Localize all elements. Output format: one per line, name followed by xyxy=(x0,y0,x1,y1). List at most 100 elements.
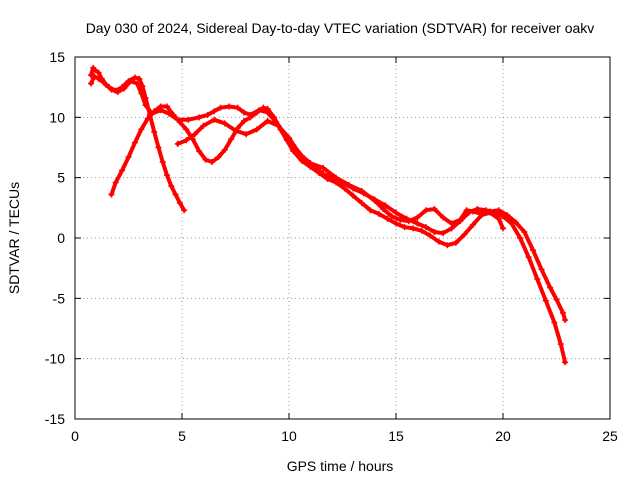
data-point xyxy=(138,126,145,133)
data-point xyxy=(562,317,569,324)
data-point xyxy=(418,227,425,234)
data-point xyxy=(328,174,335,181)
y-tick-label: -10 xyxy=(45,351,65,367)
x-tick-label: 25 xyxy=(602,428,618,444)
data-point xyxy=(202,156,209,163)
data-point xyxy=(422,224,429,231)
data-point xyxy=(393,209,399,216)
data-point xyxy=(264,105,271,112)
data-point xyxy=(196,148,203,155)
data-point xyxy=(131,74,138,81)
data-point xyxy=(393,220,399,227)
data-point xyxy=(164,172,171,179)
data-point xyxy=(174,140,181,147)
data-point xyxy=(211,116,218,123)
data-point xyxy=(142,102,149,109)
data-point xyxy=(112,179,119,186)
data-point xyxy=(508,220,515,227)
data-point xyxy=(247,114,254,121)
data-point xyxy=(311,163,318,170)
data-point xyxy=(101,80,108,87)
data-point xyxy=(241,117,248,124)
data-point xyxy=(401,224,408,231)
data-point xyxy=(95,69,102,76)
data-point xyxy=(211,108,218,115)
data-point xyxy=(448,225,455,232)
grid xyxy=(75,57,610,419)
data-point xyxy=(500,213,506,220)
data-point xyxy=(208,158,215,165)
data-point xyxy=(384,215,391,222)
data-point xyxy=(358,200,365,207)
x-tick-label: 20 xyxy=(495,428,511,444)
data-point xyxy=(232,127,239,134)
data-point xyxy=(371,196,378,203)
data-point xyxy=(504,212,511,219)
data-point xyxy=(380,206,387,213)
data-point xyxy=(134,80,141,87)
data-point xyxy=(538,266,545,273)
data-point xyxy=(215,154,222,161)
series-line-track-d xyxy=(175,117,568,365)
data-point xyxy=(157,103,164,110)
data-point xyxy=(435,238,442,245)
data-point xyxy=(388,213,395,220)
data-point xyxy=(108,191,115,198)
data-point xyxy=(414,220,421,227)
data-point xyxy=(500,225,506,232)
data-point xyxy=(474,206,481,213)
data-point xyxy=(431,228,438,235)
data-point xyxy=(181,207,188,214)
data-point xyxy=(403,215,410,222)
data-point xyxy=(557,341,564,348)
data-point xyxy=(191,131,198,138)
x-tick-label: 0 xyxy=(71,428,79,444)
data-point xyxy=(339,179,346,186)
data-point xyxy=(294,148,301,155)
data-point xyxy=(440,230,447,237)
data-point xyxy=(164,103,171,110)
data-point xyxy=(422,207,429,214)
data-point xyxy=(139,82,146,89)
data-point xyxy=(551,319,558,326)
data-point xyxy=(151,108,158,115)
data-point xyxy=(183,126,190,133)
data-point xyxy=(320,171,327,178)
data-point xyxy=(217,104,224,111)
data-point xyxy=(91,73,98,80)
data-point xyxy=(431,206,438,213)
data-point xyxy=(221,146,228,153)
data-point xyxy=(125,154,132,161)
data-point xyxy=(264,117,271,124)
data-point xyxy=(159,158,166,165)
data-point xyxy=(534,276,541,283)
data-point xyxy=(196,114,203,121)
data-point xyxy=(228,136,235,143)
data-point xyxy=(144,115,151,122)
data-point xyxy=(183,137,190,144)
y-tick-label: 0 xyxy=(57,230,65,246)
x-tick-label: 15 xyxy=(388,428,404,444)
data-point xyxy=(397,216,404,223)
data-point xyxy=(127,78,134,85)
data-point xyxy=(517,235,524,241)
data-point xyxy=(495,207,502,214)
data-point xyxy=(95,75,102,82)
data-point xyxy=(542,297,549,304)
x-tick-label: 5 xyxy=(178,428,186,444)
data-point xyxy=(200,122,207,129)
data-point xyxy=(562,359,569,366)
data-point xyxy=(529,247,536,254)
data-point xyxy=(204,111,211,118)
y-axis-label: SDTVAR / TECUs xyxy=(6,182,22,294)
data-point xyxy=(114,88,121,95)
data-point xyxy=(108,86,115,93)
data-point xyxy=(234,104,241,111)
data-point xyxy=(260,104,267,111)
y-tick-label: 5 xyxy=(57,170,65,186)
data-point xyxy=(410,225,417,232)
data-point xyxy=(185,116,192,123)
data-point xyxy=(382,202,389,209)
data-point xyxy=(341,185,348,192)
